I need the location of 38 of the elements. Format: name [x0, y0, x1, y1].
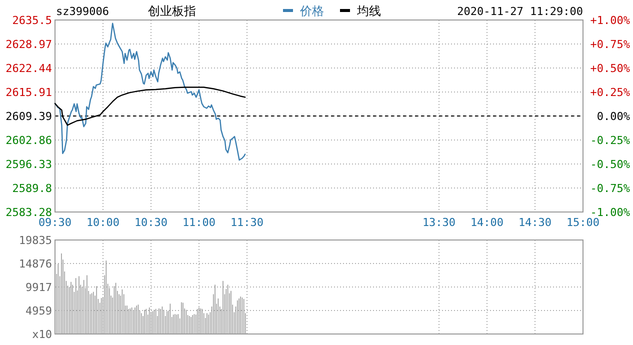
y-tick-label: 2622.44 [6, 62, 52, 76]
y-tick-label: 2602.86 [6, 134, 52, 148]
y2-tick-label: +1.00% [590, 14, 630, 27]
x-tick-label: 14:30 [518, 216, 552, 229]
x-tick-label: 14:00 [470, 216, 504, 229]
y2-tick-label: +0.50% [590, 62, 630, 75]
chart-subtitle: sz399006 [56, 5, 109, 18]
y2-tick-label: +0.25% [590, 86, 630, 99]
y2-tick-label: -0.50% [590, 158, 630, 171]
y-tick-label: 2583.28 [6, 206, 52, 219]
y2-tick-label: +0.75% [590, 38, 630, 51]
y-tick-label: 2635.5 [12, 14, 52, 27]
x-tick-label: 10:30 [134, 216, 168, 229]
legend-label: 均线 [356, 4, 381, 18]
y-tick-label: 9917 [26, 281, 52, 294]
line-series [54, 22, 246, 161]
x-tick-label: 09:30 [38, 216, 72, 229]
y-tick-label: 14876 [18, 258, 52, 270]
chart-title: 创业板指 [148, 4, 196, 18]
y-tick-label: 2596.33 [6, 158, 52, 172]
y-tick-label: 2615.91 [6, 86, 52, 100]
y-tick-label: 4959 [26, 304, 52, 318]
y-tick-label: 2589.8 [12, 182, 52, 196]
y-tick-label: 2609.39 [6, 110, 52, 123]
x-tick-label: 11:00 [182, 216, 216, 229]
y2-tick-label: -1.00% [590, 206, 630, 219]
y-tick-label: 19835 [18, 234, 52, 247]
x-tick-label: 11:30 [230, 216, 264, 229]
text: 2020-11-27 11:29:00 [457, 5, 583, 18]
y2-tick-label: -0.25% [590, 134, 630, 147]
x-tick-label: 13:30 [422, 216, 456, 229]
x-tick-label: 10:00 [86, 216, 120, 229]
legend-label: 价格 [299, 4, 324, 18]
y2-tick-label: 0.00% [596, 110, 630, 123]
x-tick-label: 15:00 [566, 216, 600, 229]
y2-tick-label: -0.75% [590, 182, 630, 195]
y-tick-label: x10 [32, 328, 52, 341]
y-tick-label: 2628.97 [6, 38, 52, 52]
